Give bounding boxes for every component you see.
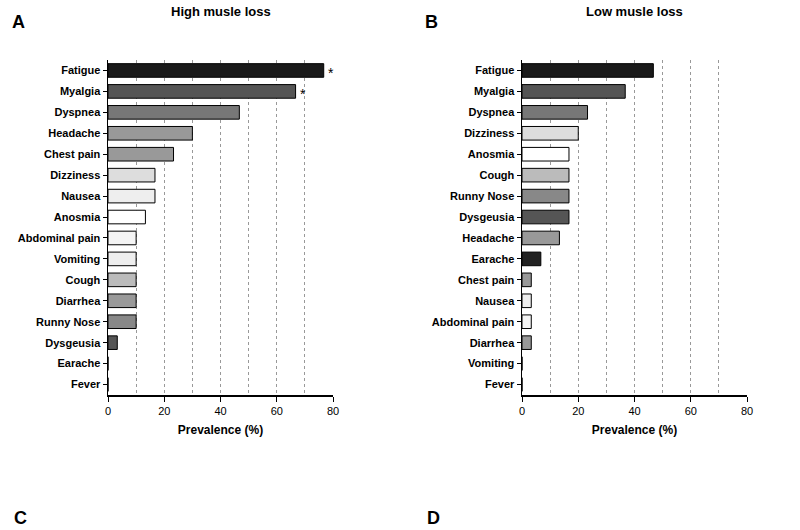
svg-text:Diarrhea: Diarrhea [56,295,102,307]
svg-text:Runny Nose: Runny Nose [450,190,514,202]
svg-text:Headache: Headache [462,232,514,244]
svg-text:B: B [425,12,438,32]
svg-text:Abdominal pain: Abdominal pain [432,316,515,328]
svg-text:Chest pain: Chest pain [458,274,515,286]
svg-text:0: 0 [105,405,111,417]
svg-text:Dyspnea: Dyspnea [468,106,515,118]
svg-text:0: 0 [519,405,525,417]
svg-text:Earache: Earache [471,253,514,265]
svg-text:Dysgeusia: Dysgeusia [459,211,515,223]
svg-text:Anosmia: Anosmia [54,211,101,223]
svg-text:Earache: Earache [57,357,100,369]
svg-text:D: D [427,508,440,528]
svg-text:Diarrhea: Diarrhea [470,337,516,349]
svg-text:Dizziness: Dizziness [464,127,514,139]
svg-text:Anosmia: Anosmia [468,148,515,160]
svg-text:Fatigue: Fatigue [475,64,514,76]
svg-text:Cough: Cough [65,274,100,286]
svg-text:40: 40 [628,405,640,417]
svg-text:Low musle loss: Low musle loss [586,4,683,19]
svg-text:Myalgia: Myalgia [60,85,101,97]
svg-text:Chest pain: Chest pain [44,148,101,160]
svg-text:Fever: Fever [71,378,101,390]
svg-text:Vomiting: Vomiting [54,253,100,265]
svg-text:Prevalence (%): Prevalence (%) [592,423,677,437]
svg-text:Nausea: Nausea [61,190,101,202]
svg-text:Nausea: Nausea [475,295,515,307]
svg-text:A: A [12,12,25,32]
svg-text:Dizziness: Dizziness [50,169,100,181]
svg-text:80: 80 [327,405,339,417]
svg-text:*: * [328,65,334,81]
svg-text:High musle loss: High musle loss [171,4,271,19]
svg-text:80: 80 [741,405,753,417]
svg-text:60: 60 [685,405,697,417]
svg-text:Fatigue: Fatigue [61,64,100,76]
svg-text:C: C [14,508,27,528]
svg-text:Myalgia: Myalgia [474,85,515,97]
svg-text:Vomiting: Vomiting [468,357,514,369]
svg-text:60: 60 [271,405,283,417]
svg-text:Dysgeusia: Dysgeusia [45,337,101,349]
svg-text:Runny Nose: Runny Nose [36,316,100,328]
svg-text:Dyspnea: Dyspnea [54,106,101,118]
svg-text:20: 20 [158,405,170,417]
svg-text:Headache: Headache [48,127,100,139]
svg-text:Cough: Cough [479,169,514,181]
svg-text:Abdominal pain: Abdominal pain [18,232,101,244]
svg-text:40: 40 [214,405,226,417]
svg-text:20: 20 [572,405,584,417]
svg-text:Fever: Fever [485,378,515,390]
svg-text:Prevalence (%): Prevalence (%) [178,423,263,437]
svg-text:*: * [300,86,306,102]
